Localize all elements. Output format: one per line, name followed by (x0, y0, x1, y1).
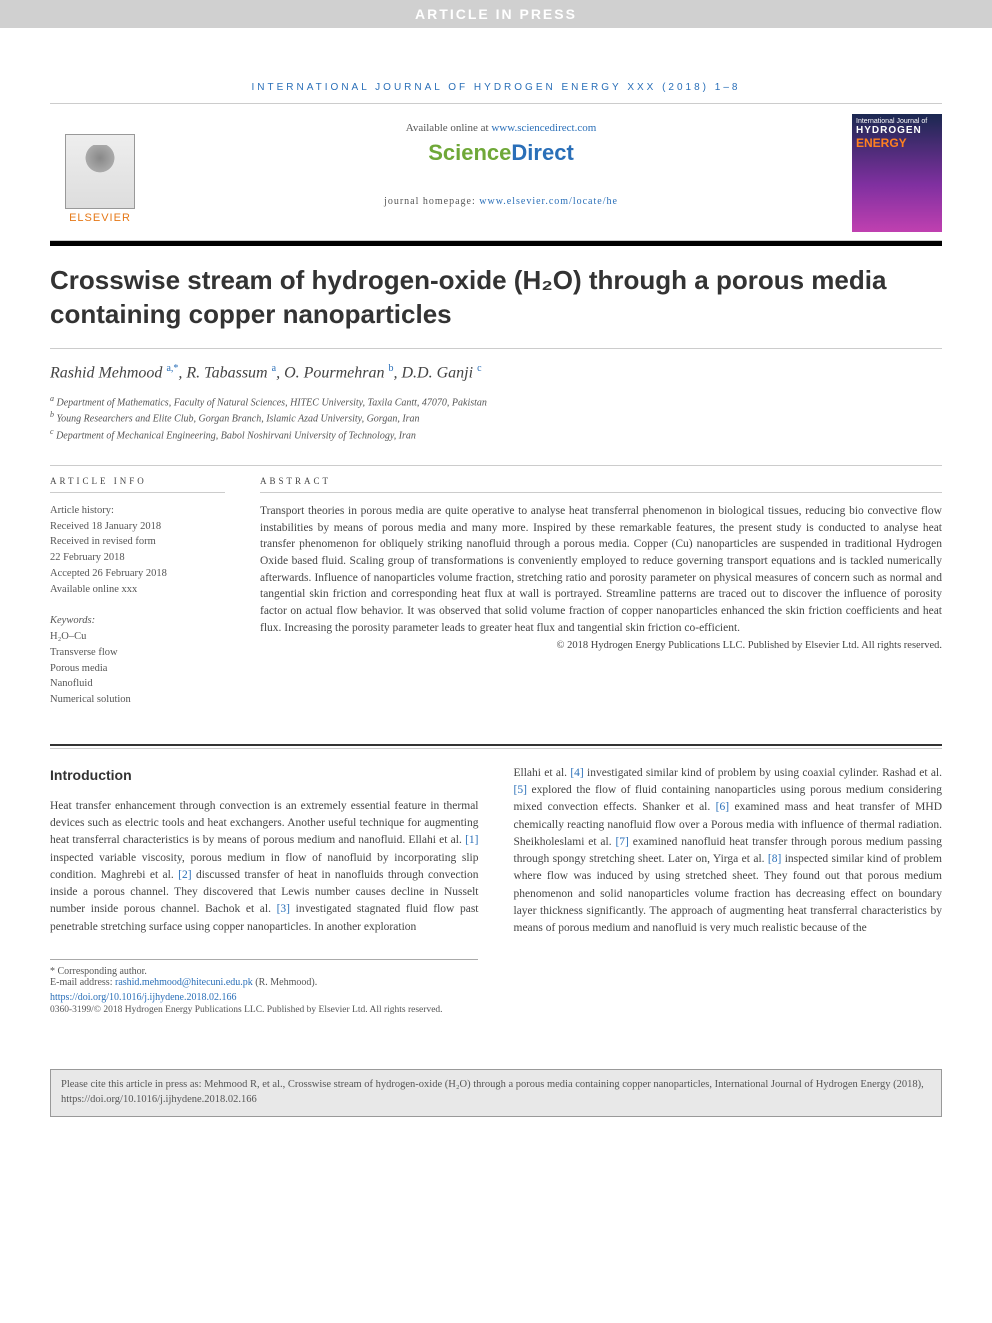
affiliation: c Department of Mechanical Engineering, … (50, 427, 942, 441)
journal-homepage-text: journal homepage: www.elsevier.com/locat… (170, 196, 832, 207)
issn-copyright: 0360-3199/© 2018 Hydrogen Energy Publica… (50, 1005, 478, 1015)
abstract-heading: ABSTRACT (260, 466, 942, 493)
email-line: E-mail address: rashid.mehmood@hitecuni.… (50, 977, 478, 988)
cover-title-2: ENERGY (856, 136, 938, 150)
article-title: Crosswise stream of hydrogen-oxide (H₂O)… (50, 246, 942, 340)
sciencedirect-logo[interactable]: ScienceDirect (170, 140, 832, 166)
body-columns: Introduction Heat transfer enhancement t… (50, 765, 942, 938)
abstract-text: Transport theories in porous media are q… (260, 503, 942, 636)
journal-cover-thumbnail[interactable]: International Journal of HYDROGEN ENERGY (852, 114, 942, 232)
available-online-text: Available online at www.sciencedirect.co… (170, 122, 832, 134)
history-line: Accepted 26 February 2018 (50, 566, 225, 582)
cover-title-1: HYDROGEN (856, 125, 938, 136)
keyword: H₂O–Cu (50, 629, 225, 645)
sciencedirect-link[interactable]: www.sciencedirect.com (491, 122, 596, 134)
footnotes: * Corresponding author. E-mail address: … (50, 959, 478, 1015)
abstract-column: ABSTRACT Transport theories in porous me… (260, 466, 942, 708)
article-in-press-banner: ARTICLE IN PRESS (0, 0, 992, 28)
journal-homepage-link[interactable]: www.elsevier.com/locate/he (479, 196, 618, 207)
doi-link[interactable]: https://doi.org/10.1016/j.ijhydene.2018.… (50, 992, 236, 1003)
keyword: Porous media (50, 661, 225, 677)
abstract-copyright: © 2018 Hydrogen Energy Publications LLC.… (260, 640, 942, 651)
history-line: Available online xxx (50, 582, 225, 598)
affiliation: b Young Researchers and Elite Club, Gorg… (50, 410, 942, 424)
history-line: 22 February 2018 (50, 550, 225, 566)
introduction-heading: Introduction (50, 765, 479, 786)
intro-text-left: Heat transfer enhancement through convec… (50, 798, 479, 936)
history-line: Received in revised form (50, 534, 225, 550)
author-email-link[interactable]: rashid.mehmood@hitecuni.edu.pk (115, 977, 253, 988)
citation-box: Please cite this article in press as: Me… (50, 1069, 942, 1116)
body-column-left: Introduction Heat transfer enhancement t… (50, 765, 479, 938)
cover-subtitle: International Journal of (856, 118, 938, 125)
keyword: Nanofluid (50, 676, 225, 692)
keyword: Numerical solution (50, 692, 225, 708)
affiliation: a Department of Mathematics, Faculty of … (50, 394, 942, 408)
article-info-heading: ARTICLE INFO (50, 466, 225, 493)
elsevier-logo[interactable]: ELSEVIER (50, 114, 150, 224)
elsevier-tree-icon (65, 134, 135, 209)
keyword: Transverse flow (50, 645, 225, 661)
journal-reference-line: INTERNATIONAL JOURNAL OF HYDROGEN ENERGY… (50, 68, 942, 103)
corresponding-author-label: * Corresponding author. (50, 966, 478, 977)
keywords-label: Keywords: (50, 613, 225, 629)
elsevier-text: ELSEVIER (69, 212, 131, 224)
authors-list: Rashid Mehmood a,*, R. Tabassum a, O. Po… (50, 363, 942, 382)
article-info-column: ARTICLE INFO Article history: Received 1… (50, 466, 225, 708)
publisher-header: ELSEVIER Available online at www.science… (50, 103, 942, 241)
body-column-right: Ellahi et al. [4] investigated similar k… (514, 765, 943, 938)
history-line: Received 18 January 2018 (50, 519, 225, 535)
history-label: Article history: (50, 503, 225, 519)
intro-text-right: Ellahi et al. [4] investigated similar k… (514, 765, 943, 938)
